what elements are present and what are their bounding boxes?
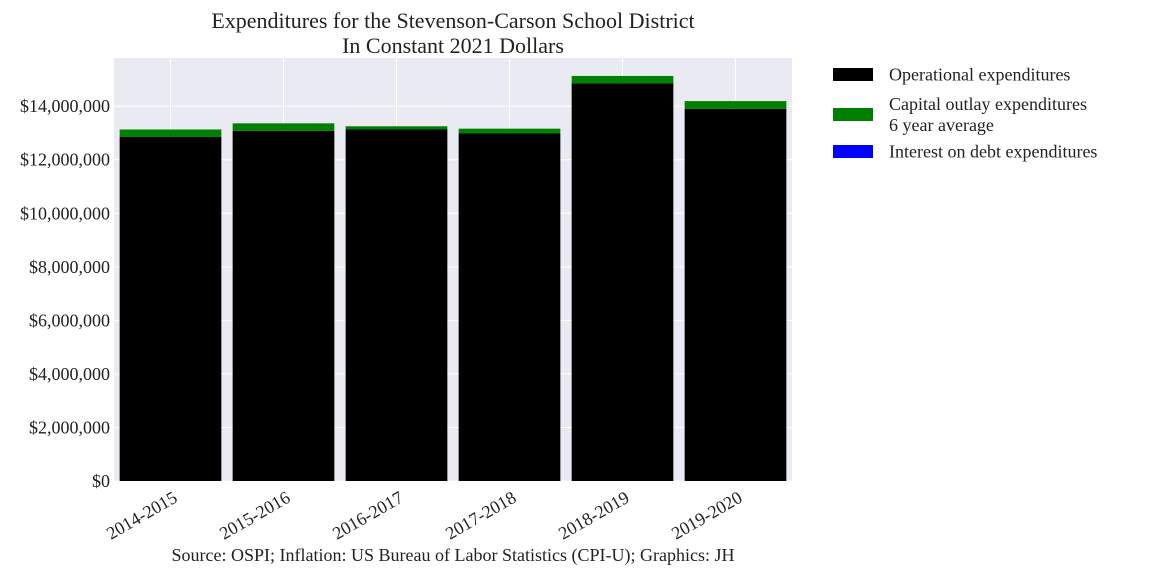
bar-segment-series-0 (684, 108, 787, 481)
chart-title-line-2: In Constant 2021 Dollars (342, 33, 564, 58)
legend-label: Capital outlay expenditures 6 year averag… (889, 94, 1087, 135)
bar-segment-series-0 (119, 136, 222, 481)
x-tick-label: 2014-2015 (103, 487, 181, 543)
y-tick-label: $10,000,000 (20, 203, 110, 223)
x-axis-tick-labels: 2014-2015 2015-2016 2016-2017 2017-2018 2018… (103, 487, 746, 543)
y-tick-label: $8,000,000 (29, 257, 110, 277)
bars (119, 75, 787, 482)
bar-segment-series-0 (458, 133, 561, 481)
bar-segment-series-1 (345, 126, 448, 130)
x-tick-label: 2015-2016 (216, 487, 294, 543)
y-axis-tick-labels: $0 $2,000,000 $4,000,000 $6,000,000 $8,000,0… (20, 96, 110, 491)
bar-segment-series-1 (119, 129, 222, 137)
source-caption: Source: OSPI; Inflation: US Bureau of La… (172, 545, 735, 566)
legend-swatch (833, 68, 873, 81)
legend-swatch (833, 145, 873, 158)
bar-segment-series-1 (684, 101, 787, 109)
y-tick-label: $6,000,000 (29, 310, 110, 330)
chart-title: Expenditures for the Stevenson-Carson Sc… (211, 8, 694, 58)
x-tick-label: 2019-2020 (668, 487, 746, 543)
x-tick-label: 2016-2017 (329, 487, 407, 543)
x-tick-label: 2018-2019 (555, 487, 633, 543)
bar-stack-2017-2018 (458, 128, 561, 481)
bar-stack-2014-2015 (119, 129, 222, 481)
y-tick-label: $0 (92, 471, 110, 491)
legend-entry-0: Operational expenditures (833, 65, 1070, 85)
bar-stack-2019-2020 (684, 101, 787, 481)
legend-entry-2: Interest on debt expenditures (833, 142, 1097, 162)
bar-stack-2016-2017 (345, 126, 448, 482)
bar-segment-series-1 (458, 128, 561, 134)
legend-label: Interest on debt expenditures (889, 142, 1097, 162)
legend-label: Operational expenditures (889, 65, 1070, 85)
bar-segment-series-0 (232, 130, 335, 481)
legend-entry-1: Capital outlay expenditures 6 year averag… (833, 94, 1087, 135)
plot-area (114, 58, 792, 481)
legend: Operational expenditures Capital outlay e… (833, 65, 1097, 162)
y-tick-label: $12,000,000 (20, 150, 110, 170)
bar-segment-series-1 (232, 123, 335, 131)
x-tick-label: 2017-2018 (442, 487, 520, 543)
y-tick-label: $14,000,000 (20, 96, 110, 116)
bar-segment-series-0 (571, 83, 674, 482)
legend-swatch (833, 108, 873, 121)
bar-segment-series-0 (345, 129, 448, 482)
bar-stack-2015-2016 (232, 123, 335, 481)
y-tick-label: $2,000,000 (29, 417, 110, 437)
y-tick-label: $4,000,000 (29, 364, 110, 384)
bar-stack-2018-2019 (571, 75, 674, 482)
bar-segment-series-1 (571, 75, 674, 84)
chart-title-line-1: Expenditures for the Stevenson-Carson Sc… (211, 8, 694, 33)
